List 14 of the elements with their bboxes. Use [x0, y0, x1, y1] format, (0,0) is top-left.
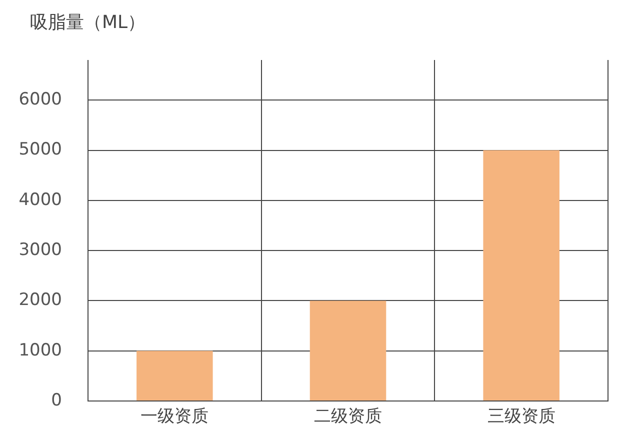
y-tick-label: 0	[51, 390, 62, 410]
bar	[483, 150, 560, 400]
y-tick-label: 1000	[18, 340, 62, 360]
bar	[310, 300, 386, 400]
y-axis-title: 吸脂量（ML）	[30, 11, 146, 34]
y-tick-label: 5000	[18, 140, 62, 160]
y-tick-label: 6000	[18, 90, 62, 110]
bar	[136, 350, 213, 400]
y-tick-label: 4000	[18, 190, 62, 210]
y-tick-label: 2000	[18, 290, 62, 310]
x-tick-label: 二级资质	[314, 406, 382, 427]
x-tick-label: 一级资质	[140, 406, 209, 427]
x-tick-label: 三级资质	[487, 406, 556, 427]
y-tick-label: 3000	[18, 240, 62, 260]
